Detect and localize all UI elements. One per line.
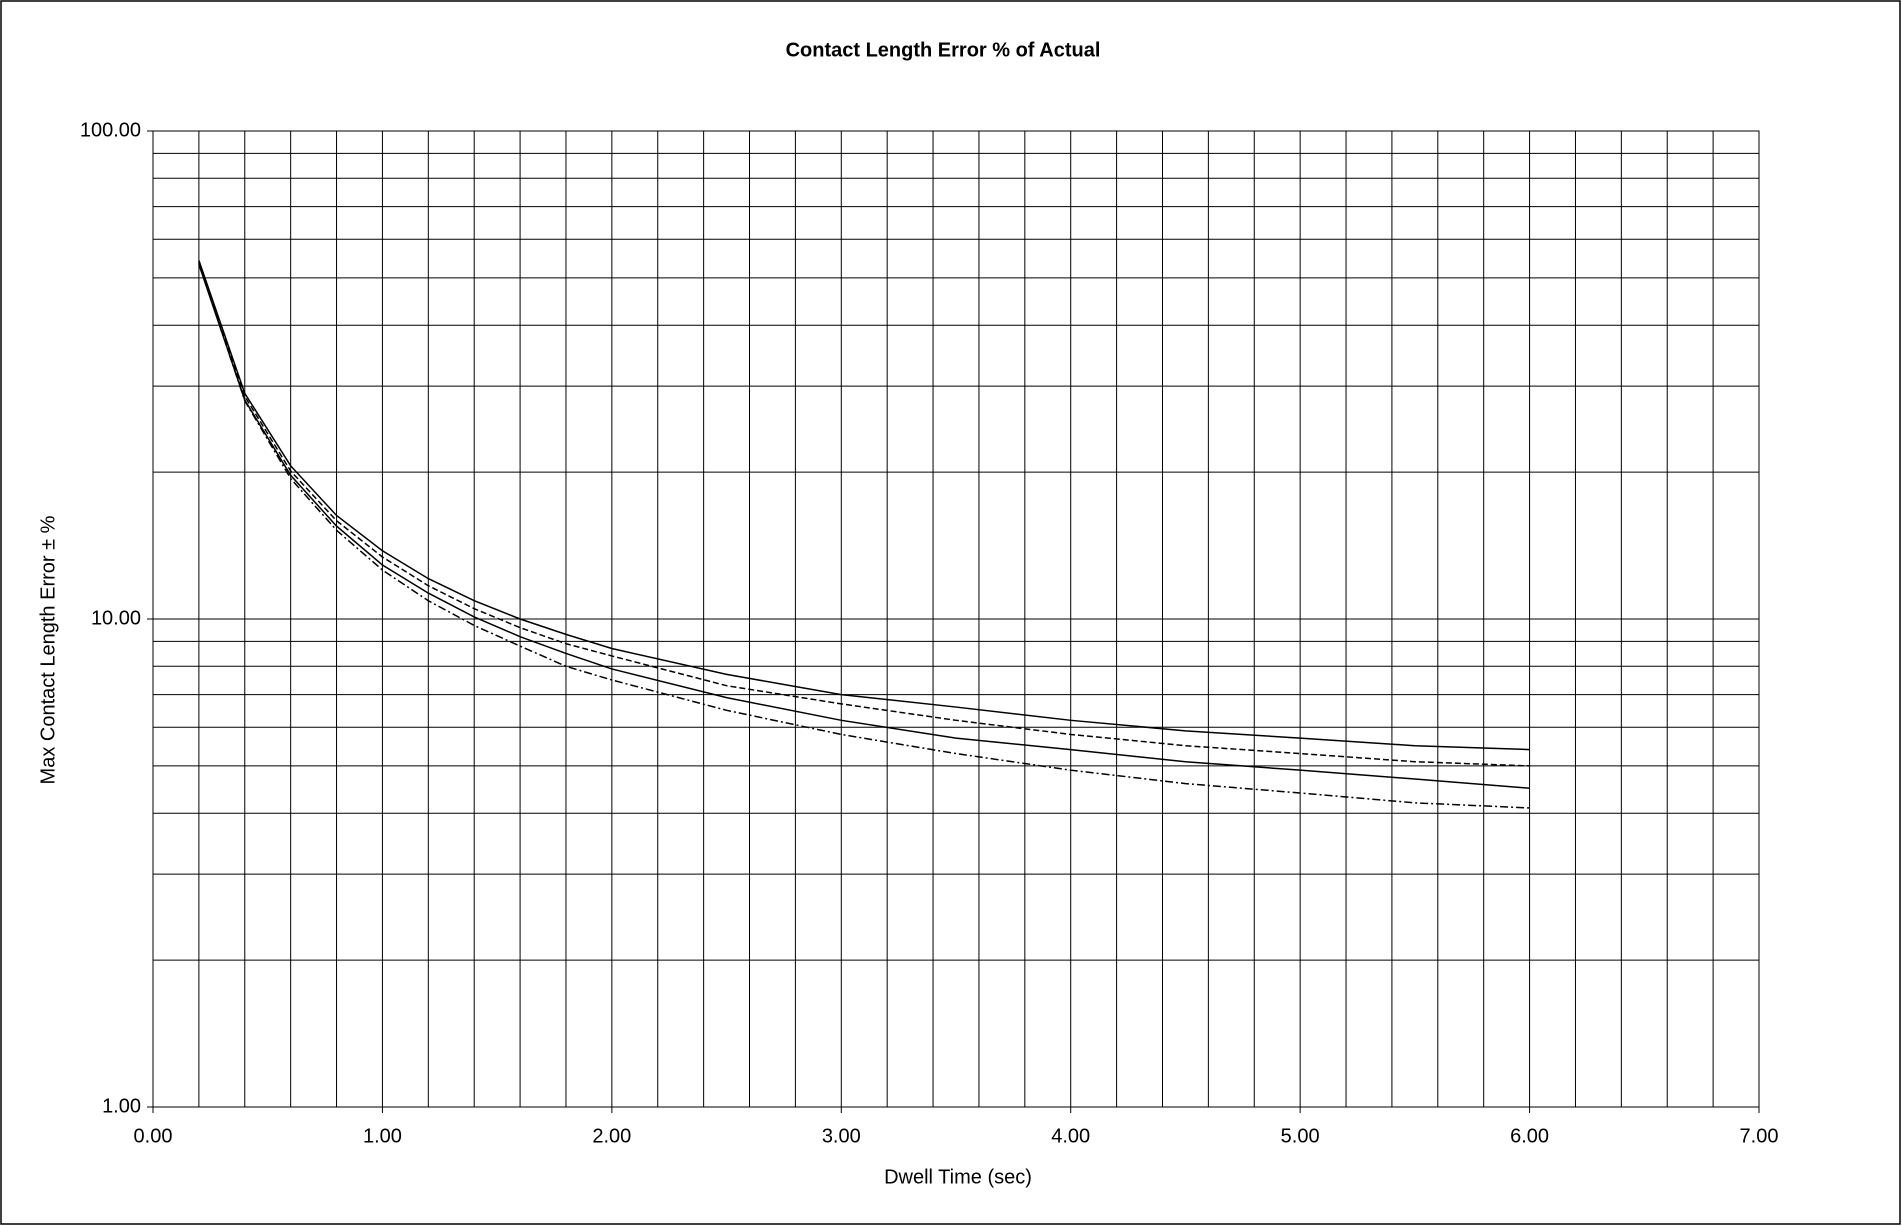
x-tick-label: 4.00 <box>1051 1125 1090 1147</box>
x-tick-label: 5.00 <box>1281 1125 1320 1147</box>
y-tick-label: 100.00 <box>80 119 141 141</box>
x-tick-label: 0.00 <box>134 1125 173 1147</box>
x-axis-title: Dwell Time (sec) <box>884 1166 1032 1188</box>
y-axis-title: Max Contact Length Error ± % <box>37 515 59 784</box>
x-tick-label: 6.00 <box>1510 1125 1549 1147</box>
x-tick-label: 3.00 <box>822 1125 861 1147</box>
x-tick-label: 2.00 <box>592 1125 631 1147</box>
data-line <box>198 262 1530 767</box>
data-line <box>198 260 1530 751</box>
x-tick-label: 7.00 <box>1740 1125 1779 1147</box>
data-line <box>198 264 1530 789</box>
y-tick-label: 10.00 <box>91 607 141 629</box>
x-tick-label: 1.00 <box>363 1125 402 1147</box>
y-tick-label: 1.00 <box>102 1095 141 1117</box>
data-line <box>198 262 1530 809</box>
chart-title: Contact Length Error % of Actual <box>786 39 1101 61</box>
